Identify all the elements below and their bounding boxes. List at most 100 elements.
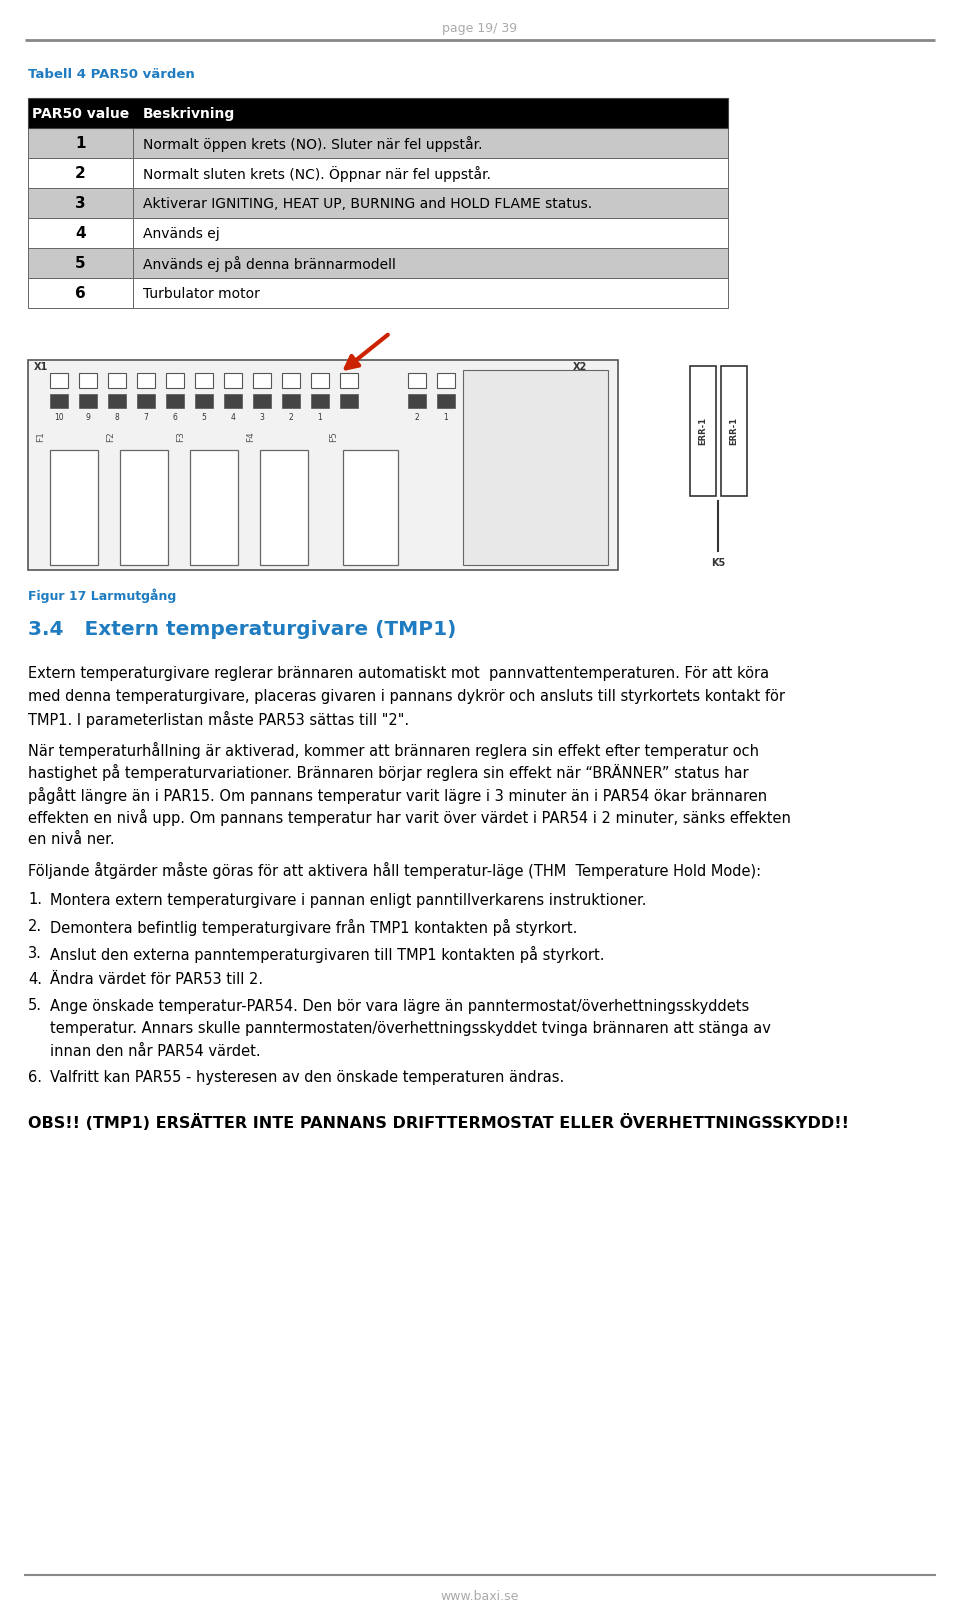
Text: X2: X2 [573,362,588,372]
Bar [408,394,426,409]
Bar [79,373,97,388]
Text: OBS!! (TMP1) ERSÄTTER INTE PANNANS DRIFTTERMOSTAT ELLER ÖVERHETTNINGSSKYDD!!: OBS!! (TMP1) ERSÄTTER INTE PANNANS DRIFT… [28,1115,849,1131]
Text: ERR-1: ERR-1 [730,417,738,445]
Bar [166,373,184,388]
Bar [195,373,213,388]
Bar [340,373,358,388]
Text: X1: X1 [34,362,48,372]
Bar [437,373,455,388]
Bar [133,248,728,279]
Bar [133,218,728,248]
Bar [108,394,126,409]
Text: 1: 1 [318,413,323,421]
Bar [137,394,155,409]
Bar [343,450,398,566]
Text: pågått längre än i PAR15. Om pannans temperatur varit lägre i 3 minuter än i PAR: pågått längre än i PAR15. Om pannans tem… [28,787,767,804]
Text: 6.: 6. [28,1070,42,1085]
Text: 2: 2 [289,413,294,421]
Bar [311,373,329,388]
Text: 1: 1 [444,413,448,421]
Text: 2.: 2. [28,920,42,934]
Bar [133,187,728,218]
Bar [133,279,728,308]
Bar [50,394,68,409]
Bar [253,394,271,409]
Bar [340,394,358,409]
Text: med denna temperaturgivare, placeras givaren i pannans dykrör och ansluts till s: med denna temperaturgivare, placeras giv… [28,689,785,703]
Bar [311,394,329,409]
Bar [137,373,155,388]
Text: Turbulator motor: Turbulator motor [143,287,260,301]
Text: K5: K5 [710,557,725,569]
Text: Ändra värdet för PAR53 till 2.: Ändra värdet för PAR53 till 2. [50,972,263,987]
Text: page 19/ 39: page 19/ 39 [443,22,517,35]
Text: en nivå ner.: en nivå ner. [28,831,114,846]
Text: 9: 9 [85,413,90,421]
Bar [28,98,728,128]
Text: 3: 3 [75,197,85,211]
Text: 3.: 3. [28,945,42,961]
Text: 8: 8 [114,413,119,421]
Text: 10: 10 [54,413,63,421]
Text: F2: F2 [106,431,115,442]
Bar [190,450,238,566]
Bar [166,394,184,409]
Bar [28,360,618,570]
Text: F3: F3 [176,431,185,442]
Text: 5: 5 [75,256,85,271]
Text: Normalt öppen krets (NO). Sluter när fel uppstår.: Normalt öppen krets (NO). Sluter när fel… [143,136,483,152]
Text: När temperaturhållning är aktiverad, kommer att brännaren reglera sin effekt eft: När temperaturhållning är aktiverad, kom… [28,742,759,758]
Bar [133,128,728,159]
Text: Figur 17 Larmutgång: Figur 17 Larmutgång [28,588,177,602]
Bar [50,450,98,566]
Text: temperatur. Annars skulle panntermostaten/överhettningsskyddet tvinga brännaren : temperatur. Annars skulle panntermostate… [50,1020,771,1036]
Text: Aktiverar IGNITING, HEAT UP, BURNING and HOLD FLAME status.: Aktiverar IGNITING, HEAT UP, BURNING and… [143,197,592,211]
Bar [463,370,608,566]
Text: 4: 4 [230,413,235,421]
Bar [224,394,242,409]
Bar [253,373,271,388]
Text: 1: 1 [75,136,85,152]
Text: 5: 5 [202,413,206,421]
Text: 3.4   Extern temperaturgivare (TMP1): 3.4 Extern temperaturgivare (TMP1) [28,620,456,639]
Bar [108,373,126,388]
Bar [28,159,133,187]
Text: innan den når PAR54 värdet.: innan den når PAR54 värdet. [50,1043,260,1059]
Bar [260,450,308,566]
Bar [28,187,133,218]
Text: F4: F4 [246,431,255,442]
Text: Ange önskade temperatur-PAR54. Den bör vara lägre än panntermostat/överhettnings: Ange önskade temperatur-PAR54. Den bör v… [50,998,749,1014]
Text: Extern temperaturgivare reglerar brännaren automatiskt mot  pannvattentemperatur: Extern temperaturgivare reglerar brännar… [28,666,769,681]
Bar [79,394,97,409]
Text: 3: 3 [259,413,264,421]
Text: F5: F5 [329,431,338,442]
Text: 7: 7 [144,413,149,421]
Text: Tabell 4 PAR50 värden: Tabell 4 PAR50 värden [28,67,195,82]
Text: ERR-1: ERR-1 [699,417,708,445]
Text: 4.: 4. [28,972,42,987]
Bar [721,365,747,497]
Text: Anslut den externa panntemperaturgivaren till TMP1 kontakten på styrkort.: Anslut den externa panntemperaturgivaren… [50,945,605,963]
Text: 1.: 1. [28,892,42,907]
Text: Valfritt kan PAR55 - hysteresen av den önskade temperaturen ändras.: Valfritt kan PAR55 - hysteresen av den ö… [50,1070,564,1085]
Text: www.baxi.se: www.baxi.se [441,1591,519,1602]
Bar [408,373,426,388]
Text: PAR50 value: PAR50 value [32,107,130,122]
Bar [224,373,242,388]
Bar [133,159,728,187]
Text: 2: 2 [75,167,85,181]
Bar [28,128,133,159]
Bar [282,373,300,388]
Text: Används ej: Används ej [143,227,220,240]
Text: 4: 4 [75,226,85,242]
Text: 5.: 5. [28,998,42,1014]
Text: Demontera befintlig temperaturgivare från TMP1 kontakten på styrkort.: Demontera befintlig temperaturgivare frå… [50,920,577,936]
Text: effekten en nivå upp. Om pannans temperatur har varit över värdet i PAR54 i 2 mi: effekten en nivå upp. Om pannans tempera… [28,809,791,827]
Bar [690,365,716,497]
Bar [50,373,68,388]
Bar [120,450,168,566]
Bar [282,394,300,409]
Text: Följande åtgärder måste göras för att aktivera håll temperatur-läge (THM  Temper: Följande åtgärder måste göras för att ak… [28,862,761,879]
Text: Beskrivning: Beskrivning [143,107,235,122]
Text: Används ej på denna brännarmodell: Används ej på denna brännarmodell [143,256,396,272]
